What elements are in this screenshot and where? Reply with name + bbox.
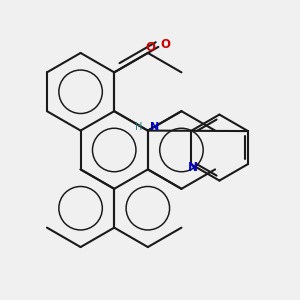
Text: O: O xyxy=(160,38,171,51)
Text: N: N xyxy=(151,122,160,132)
Text: H: H xyxy=(135,122,143,132)
Text: N: N xyxy=(188,161,198,175)
Text: O: O xyxy=(145,40,155,54)
